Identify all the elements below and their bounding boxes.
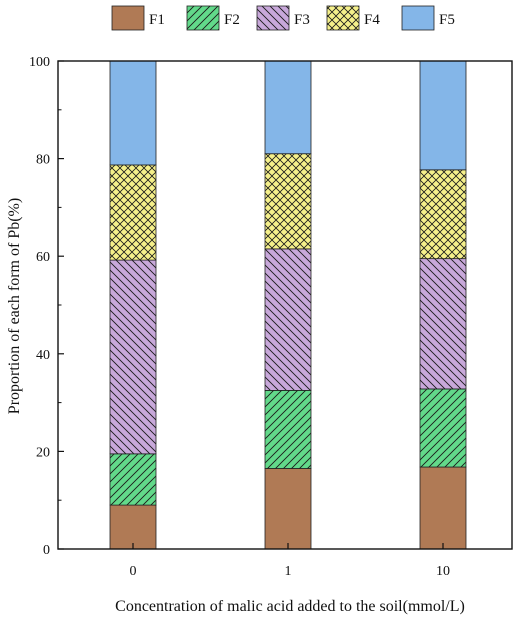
- legend-swatch-f4: [326, 5, 360, 31]
- legend-swatch-f3: [256, 5, 290, 31]
- bar-segment-f4-10: [419, 169, 467, 260]
- bar-segment-f4-1: [264, 153, 312, 250]
- bar-segment-f2-10: [419, 388, 467, 468]
- legend-label-f5: F5: [439, 12, 455, 28]
- y-tick-label: 0: [43, 543, 50, 558]
- y-tick-label: 100: [29, 55, 50, 70]
- legend-swatch-f2: [186, 5, 220, 31]
- bar-segment-f3-1: [264, 248, 312, 391]
- legend-label-f2: F2: [224, 12, 240, 28]
- axes-group: 0 20 40 60 80 100 0 1 10: [29, 55, 513, 579]
- bar-segment-f1-1: [264, 468, 312, 550]
- bar-segment-f5-10: [419, 60, 467, 171]
- bar-segment-f2-1: [264, 389, 312, 469]
- y-axis-label: Proportion of each form of Pb(%): [6, 198, 23, 414]
- x-tick-label: 10: [436, 564, 450, 579]
- x-axis-label: Concentration of malic acid added to the…: [115, 598, 465, 615]
- y-tick-label: 40: [36, 348, 50, 363]
- bar-segment-f3-10: [419, 258, 467, 390]
- legend: F1 F2 F3 F4 F5: [111, 5, 455, 31]
- y-tick-label: 60: [36, 250, 50, 265]
- bars-group: [109, 60, 467, 550]
- legend-label-f4: F4: [364, 12, 380, 28]
- bar-segment-f1-0: [109, 504, 157, 550]
- bar-segment-f5-0: [109, 60, 157, 166]
- legend-swatch-f5: [401, 5, 435, 31]
- bar-segment-f1-10: [419, 466, 467, 550]
- y-tick-label: 80: [36, 153, 50, 168]
- bar-segment-f2-0: [109, 453, 157, 506]
- legend-swatch-f1: [111, 5, 145, 31]
- legend-label-f1: F1: [149, 12, 165, 28]
- bar-segment-f5-1: [264, 60, 312, 155]
- y-tick-label: 20: [36, 445, 50, 460]
- bar-segment-f4-0: [109, 164, 157, 261]
- x-tick-label: 1: [285, 564, 292, 579]
- x-tick-label: 0: [130, 564, 137, 579]
- legend-label-f3: F3: [294, 12, 310, 28]
- bar-segment-f3-0: [109, 259, 157, 455]
